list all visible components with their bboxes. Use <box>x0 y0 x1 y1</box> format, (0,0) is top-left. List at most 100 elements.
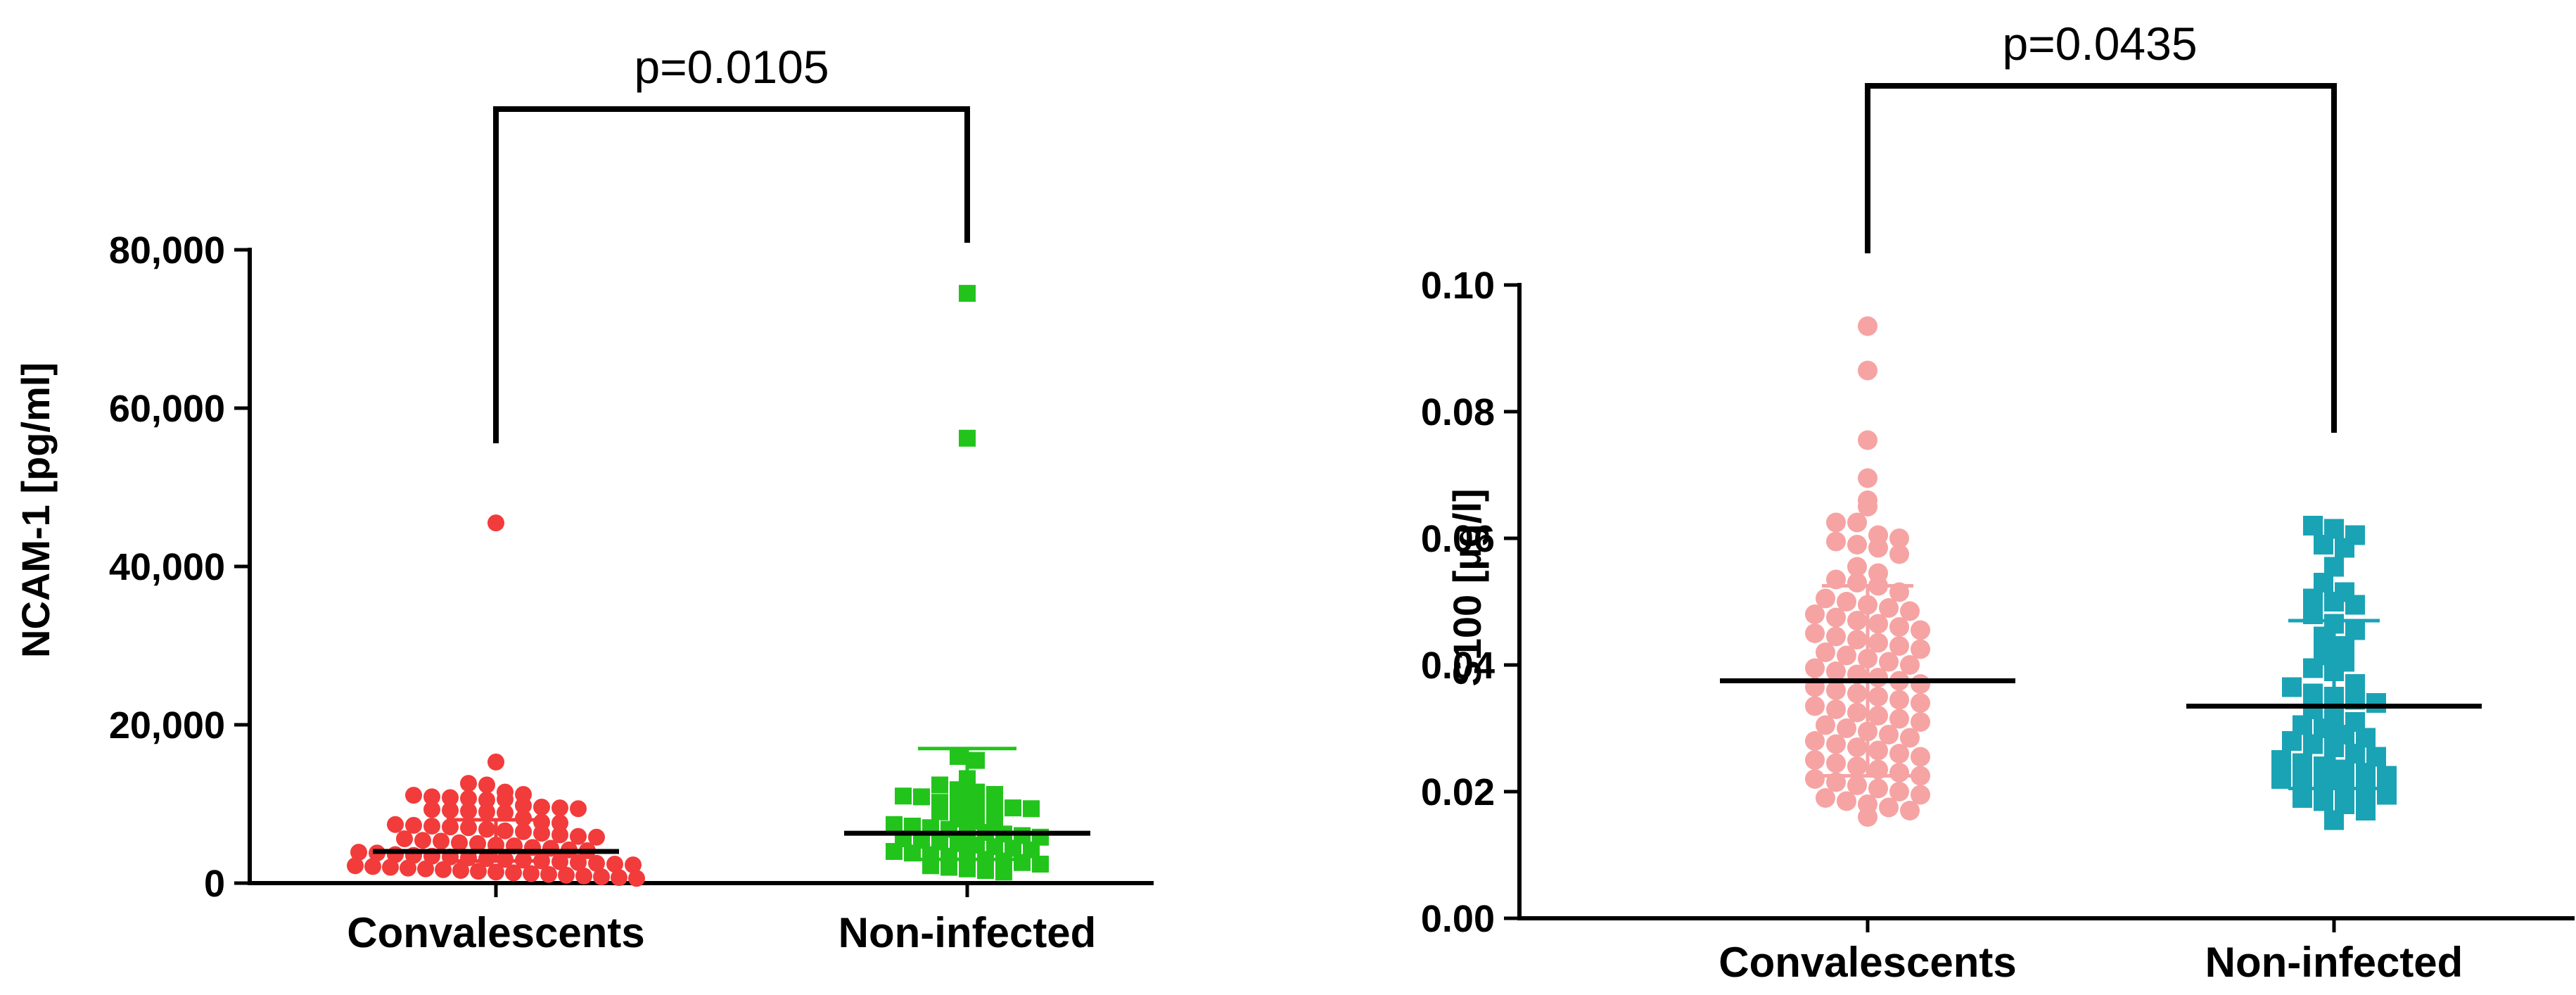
data-point <box>986 799 1003 816</box>
data-point <box>570 854 587 871</box>
data-point <box>1868 778 1888 799</box>
data-point <box>435 861 452 878</box>
data-point <box>1868 740 1888 761</box>
data-point <box>2377 785 2397 805</box>
data-point <box>347 857 364 875</box>
data-point <box>1826 753 1846 773</box>
data-point <box>478 791 495 809</box>
data-point <box>460 775 477 792</box>
data-point <box>1889 544 1909 564</box>
data-point <box>551 853 568 870</box>
data-point <box>350 844 367 861</box>
data-point <box>968 797 985 815</box>
data-point <box>364 858 381 875</box>
data-point <box>442 818 459 836</box>
data-point <box>1847 557 1867 577</box>
data-point <box>1837 645 1856 666</box>
data-point <box>1805 623 1825 643</box>
chart-ncam1: NCAM-1 [pg/ml] 0 20,000 40,000 60,000 80,000… <box>13 41 1154 956</box>
data-point <box>497 804 514 821</box>
data-point <box>1847 630 1867 649</box>
data-point <box>497 822 514 839</box>
data-point <box>2335 759 2354 780</box>
data-point <box>1911 785 1930 805</box>
y-tick-label: 0.04 <box>1421 645 1495 687</box>
data-point <box>505 864 522 882</box>
data-point <box>460 819 477 837</box>
data-point <box>588 854 605 872</box>
data-point <box>1032 856 1049 873</box>
data-point <box>1911 620 1930 640</box>
data-point <box>469 835 486 852</box>
data-point <box>570 828 587 845</box>
y-axis-label: NCAM-1 [pg/ml] <box>13 362 58 658</box>
data-point <box>1868 668 1888 687</box>
data-point <box>1868 706 1888 725</box>
data-point <box>2335 538 2354 558</box>
data-point <box>1911 766 1930 786</box>
data-point <box>451 834 468 851</box>
data-point <box>1826 680 1846 700</box>
data-point <box>1889 528 1909 548</box>
data-point <box>1805 731 1825 751</box>
data-point <box>1868 614 1888 634</box>
data-point <box>1847 683 1867 704</box>
data-point <box>1847 512 1867 533</box>
data-point <box>1805 604 1825 624</box>
data-point <box>400 859 416 877</box>
data-point <box>497 790 514 808</box>
data-point <box>387 816 404 833</box>
data-point <box>423 788 440 806</box>
data-point <box>478 803 495 820</box>
data-point <box>551 826 568 844</box>
data-point <box>2324 810 2344 830</box>
category-label-convalescents: Convalescents <box>347 909 645 956</box>
data-point <box>2293 788 2312 808</box>
data-point <box>2356 782 2376 801</box>
data-point <box>575 867 592 885</box>
data-point <box>452 862 469 879</box>
data-point <box>487 753 504 771</box>
data-point <box>2377 766 2397 786</box>
data-point <box>977 862 994 879</box>
significance-bracket <box>1865 83 2337 433</box>
data-point <box>1826 531 1846 552</box>
data-point <box>1805 750 1825 770</box>
data-point <box>1826 661 1846 681</box>
data-point <box>913 788 930 806</box>
data-point <box>1858 430 1877 450</box>
data-point <box>950 781 967 799</box>
y-tick-label: 20,000 <box>109 704 225 747</box>
data-point <box>2345 595 2365 615</box>
data-point <box>1826 607 1846 628</box>
category-label-convalescents: Convalescents <box>1719 939 2017 986</box>
data-point <box>1911 712 1930 732</box>
data-point <box>396 830 413 847</box>
data-point <box>2271 769 2291 789</box>
data-point <box>2303 658 2323 678</box>
category-label-non-infected: Non-infected <box>2205 939 2463 986</box>
data-point <box>1837 592 1856 611</box>
data-point <box>959 429 976 447</box>
data-point <box>959 284 976 302</box>
category-label-non-infected: Non-infected <box>839 909 1097 956</box>
data-point <box>442 789 459 806</box>
data-point <box>423 818 440 835</box>
summary-bars <box>373 747 1090 863</box>
data-point <box>1847 775 1867 795</box>
data-point <box>1889 744 1909 763</box>
significance-bracket <box>493 106 970 443</box>
data-point <box>1847 535 1867 554</box>
data-point <box>2324 592 2344 611</box>
data-point <box>1858 497 1877 516</box>
summary-bars <box>1720 584 2482 790</box>
y-tick-label: 80,000 <box>109 229 225 272</box>
data-point <box>1805 658 1825 678</box>
data-point <box>1879 725 1899 744</box>
data-point <box>470 863 487 880</box>
data-point <box>2356 801 2376 820</box>
data-point <box>405 816 422 834</box>
data-point <box>533 799 550 816</box>
p-value-annotation: p=0.0105 <box>634 41 829 93</box>
data-point <box>995 863 1012 881</box>
